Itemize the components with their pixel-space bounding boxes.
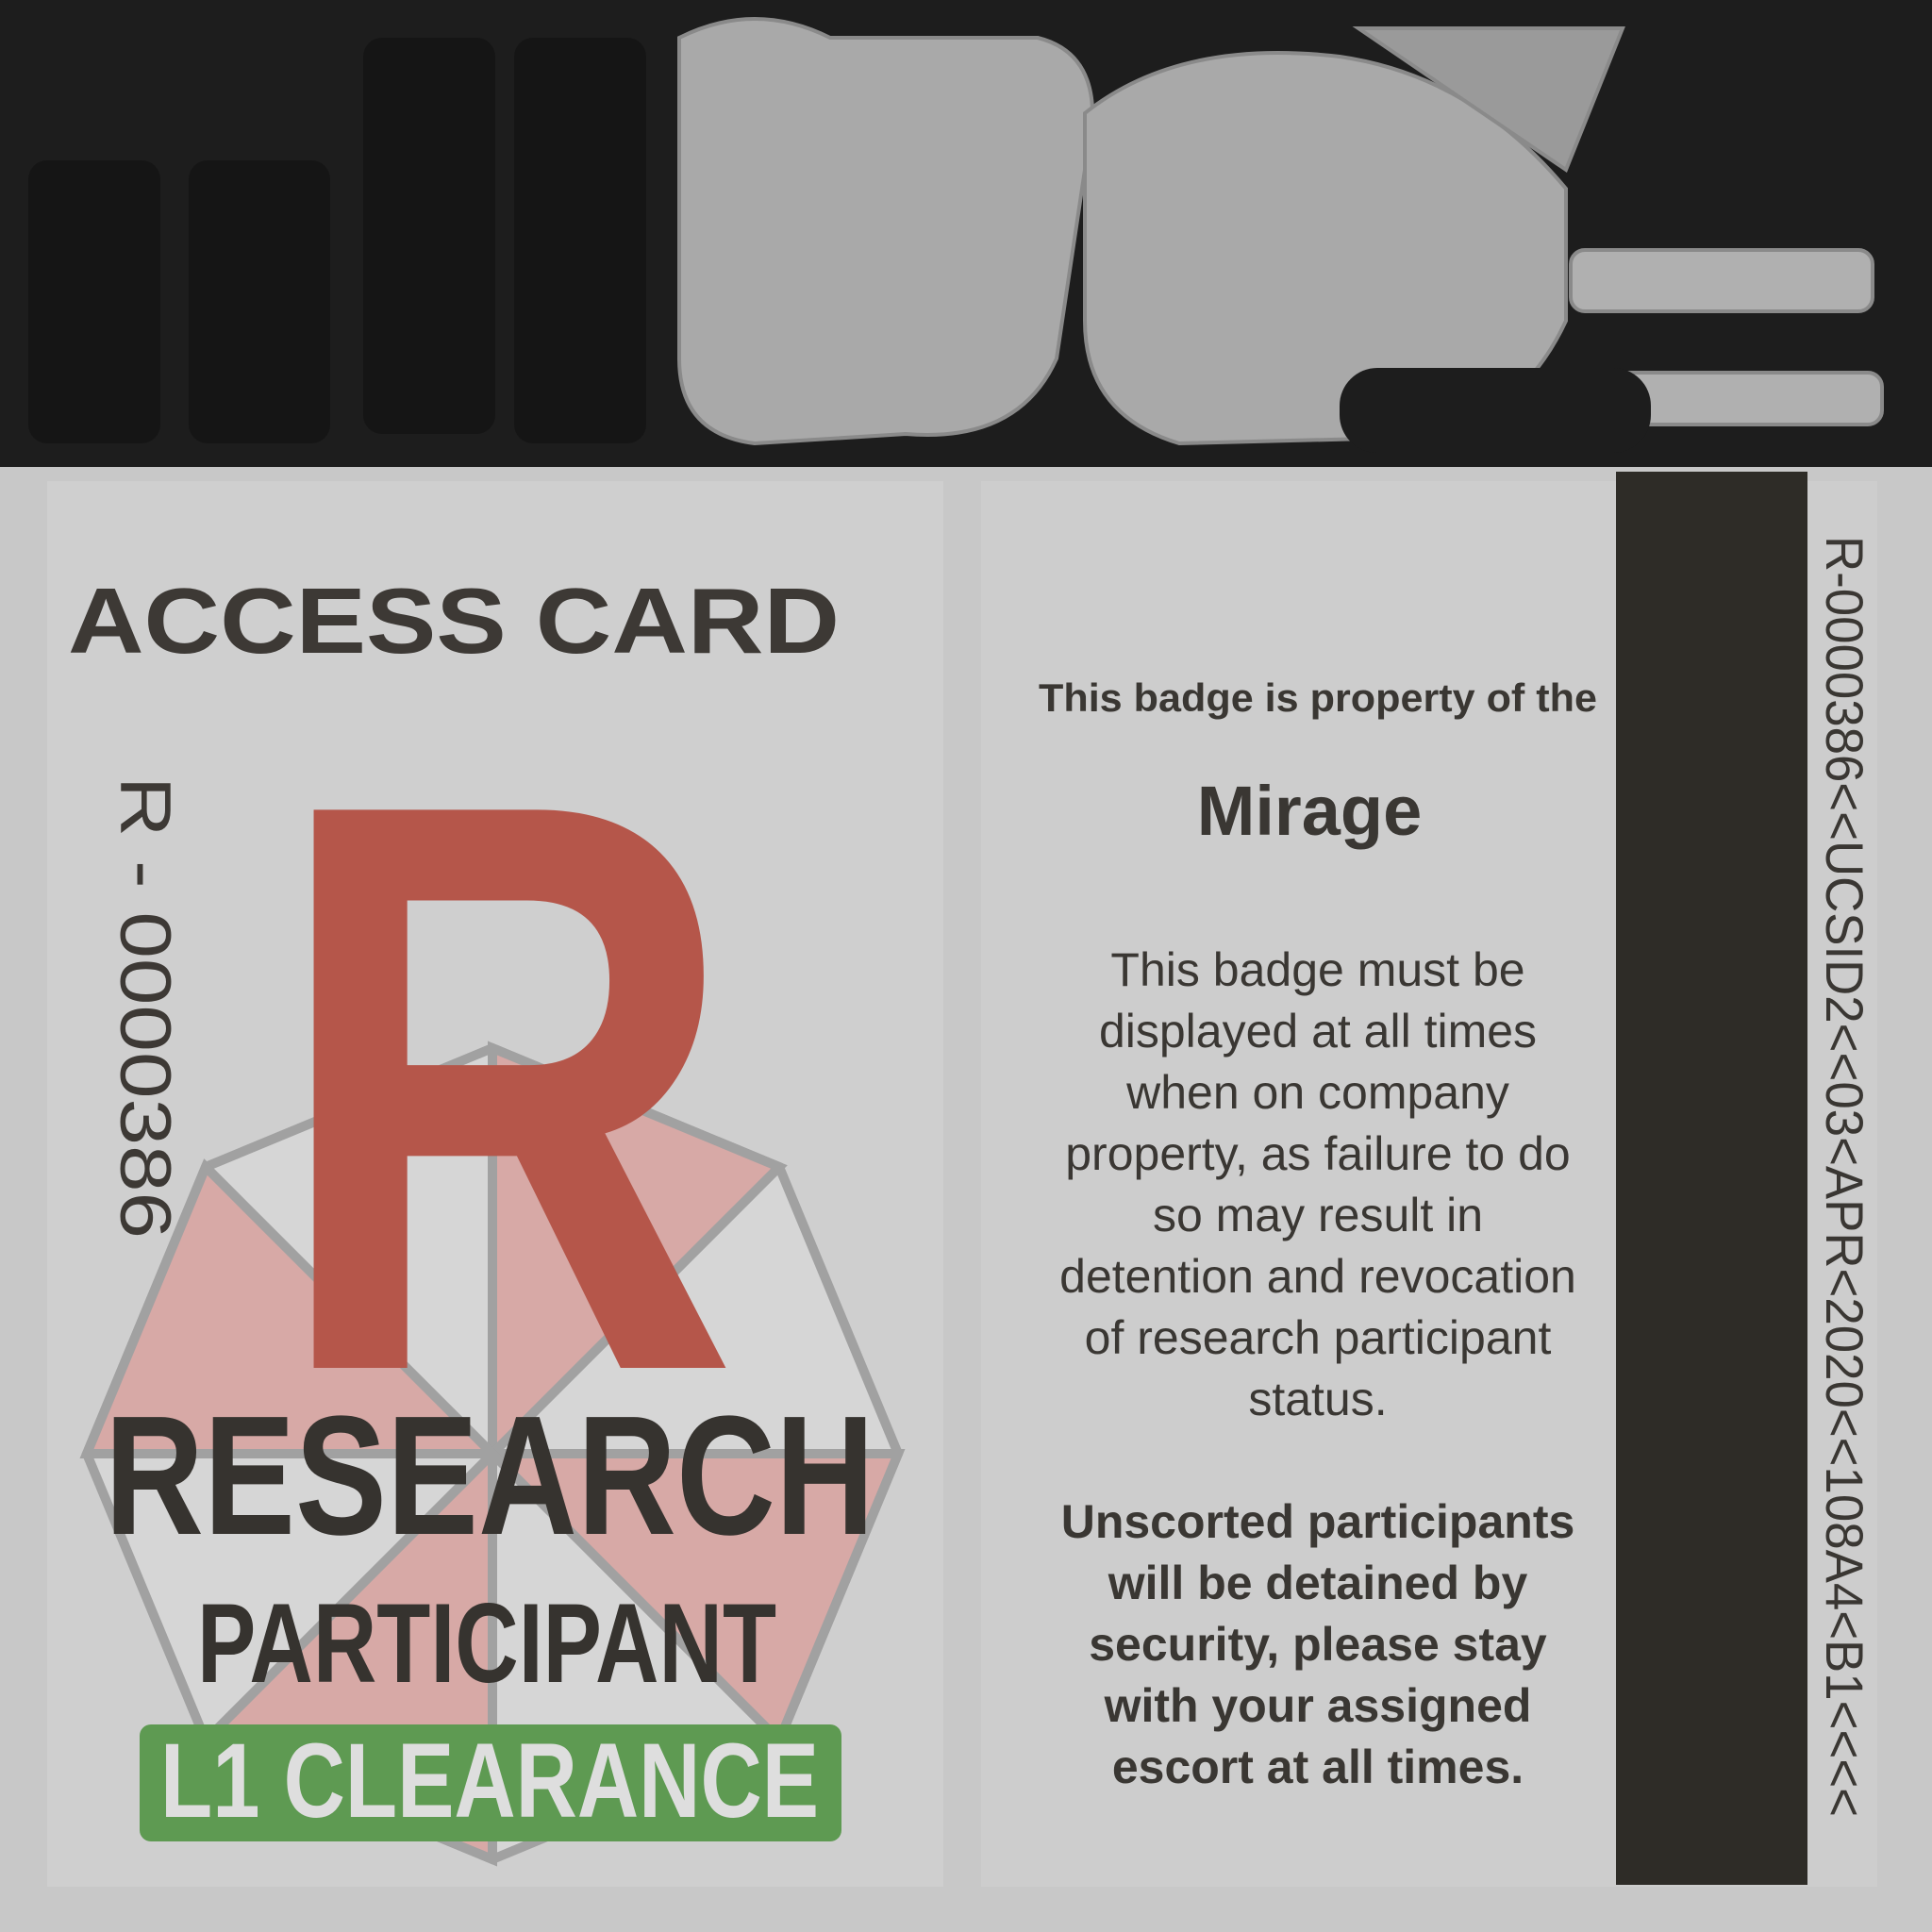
big-letter: R [271, 634, 740, 1541]
notice-line: of research participant [1085, 1311, 1552, 1364]
notice-text: This badge must be displayed at all times… [1059, 943, 1576, 1425]
notice-line: detention and revocation [1059, 1250, 1576, 1303]
strip-code: R-0000386<<UCSID2<<03<APR<2020<<108A4<B1… [1815, 536, 1874, 1817]
clearance-box [140, 1724, 841, 1841]
notice-line: displayed at all times [1099, 1005, 1537, 1058]
warning-text: Unscorted participants will be detained b… [1061, 1495, 1575, 1793]
warning-line: escort at all times. [1112, 1740, 1524, 1793]
notice-line: so may result in [1153, 1189, 1483, 1241]
owner-name: Mirage [1197, 772, 1423, 850]
role-sub: PARTICIPANT [197, 1580, 776, 1707]
role-main: RESEARCH [105, 1381, 874, 1571]
vertical-id: R - 0000386 [105, 776, 185, 1239]
notice-line: This badge must be [1110, 943, 1524, 996]
warning-line: security, please stay [1089, 1618, 1547, 1671]
metal-parts [677, 17, 1884, 453]
clearance-label: L1 CLEARANCE [160, 1722, 819, 1840]
magnetic-strip [1616, 472, 1807, 1885]
card-title: ACCESS CARD [68, 569, 840, 673]
warning-line: Unscorted participants [1061, 1495, 1575, 1548]
notice-line: status. [1248, 1373, 1387, 1425]
notice-line: property, as failure to do [1065, 1127, 1570, 1180]
warning-line: with your assigned [1104, 1679, 1532, 1732]
property-line: This badge is property of the [1039, 675, 1597, 720]
notice-line: when on company [1125, 1066, 1509, 1119]
warning-line: will be detained by [1108, 1557, 1528, 1609]
dark-blocks [28, 38, 646, 443]
umbrella-logo [79, 1041, 906, 1867]
